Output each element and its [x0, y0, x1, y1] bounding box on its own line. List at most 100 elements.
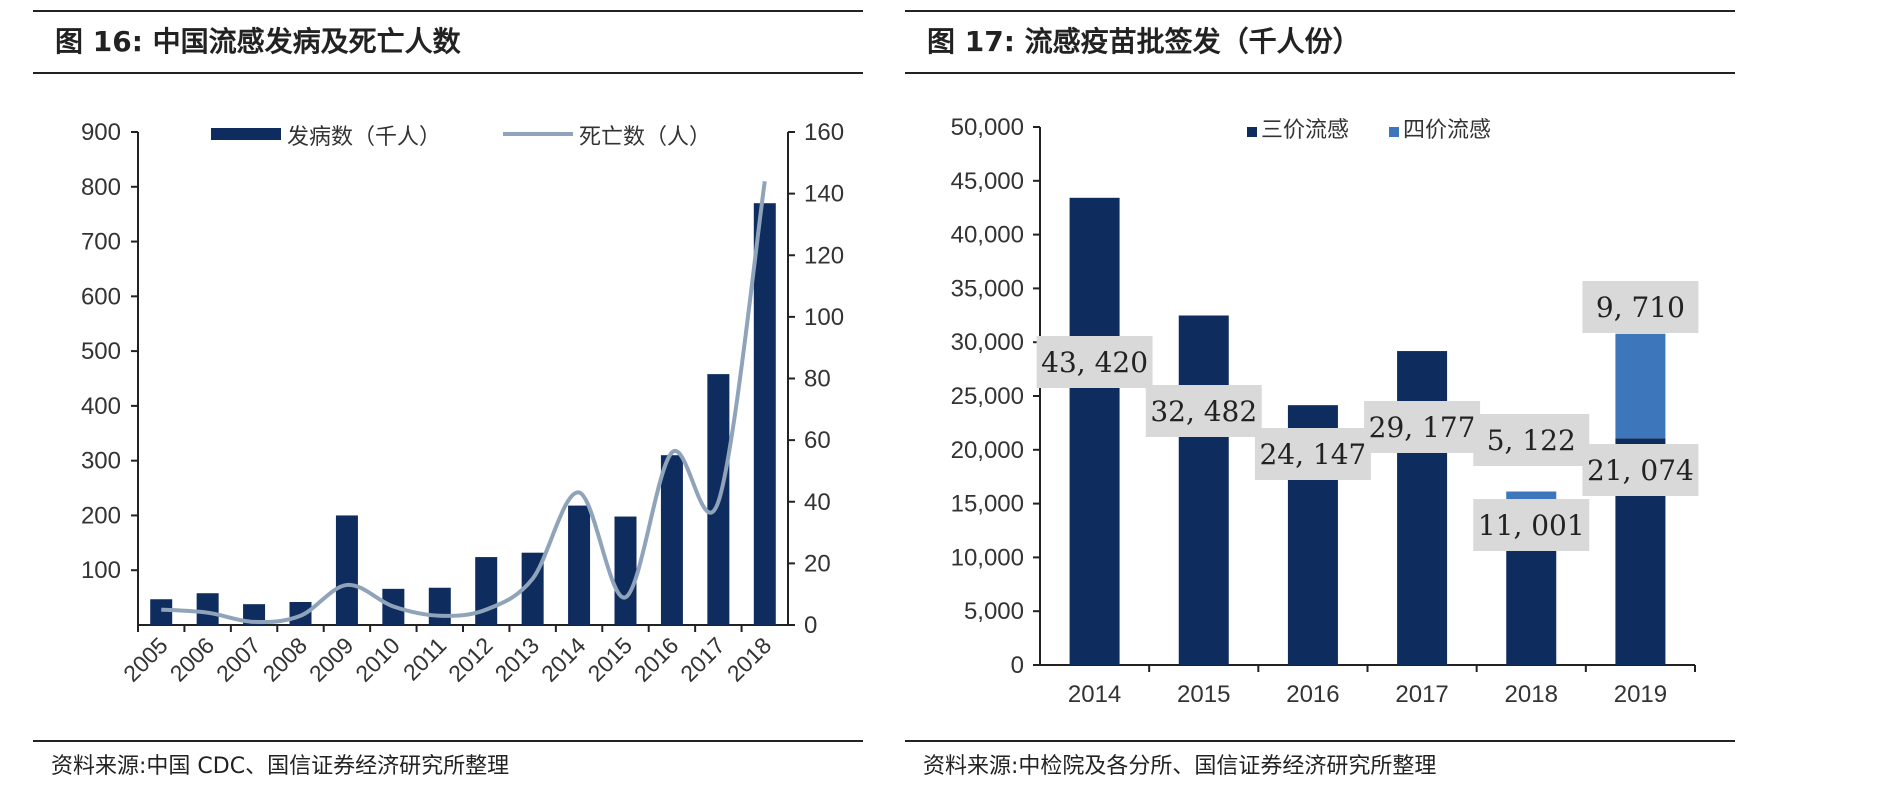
- x-tick-label: 2005: [118, 632, 173, 687]
- data-label: 32, 482: [1150, 395, 1257, 428]
- bar-cases: [335, 515, 358, 625]
- x-tick-label: 2016: [1286, 681, 1339, 708]
- y-tick-label-right: 60: [804, 427, 831, 454]
- bar-trivalent: [1178, 315, 1229, 665]
- bar-cases: [428, 587, 451, 625]
- data-label: 29, 177: [1369, 411, 1476, 444]
- data-label: 24, 147: [1259, 438, 1366, 471]
- y-tick-label-right: 120: [804, 242, 844, 269]
- y-tick-label: 45,000: [951, 168, 1024, 195]
- data-label: 11, 001: [1478, 509, 1585, 542]
- data-label-box: [1036, 336, 1153, 388]
- bar-trivalent: [1397, 351, 1448, 665]
- data-label-box: [1473, 414, 1590, 466]
- legend-label-quadrivalent: 四价流感: [1403, 118, 1491, 143]
- y-tick-label-right: 0: [804, 612, 817, 639]
- y-tick-label-left: 500: [81, 338, 121, 365]
- y-tick-label: 15,000: [951, 491, 1024, 518]
- influenza-cases-deaths-chart: 100 200 300 400 500 600 700 800 900 0 20 40 60 80 100 1…: [81, 119, 844, 687]
- vaccine-lot-release-chart: 0 5,000 10,000 15,000 20,000 25,000 30,000 35,0…: [951, 114, 1699, 708]
- data-label-box: [1254, 428, 1371, 480]
- bar-trivalent: [1506, 546, 1557, 665]
- source-rule: [905, 740, 1735, 742]
- bar-cases: [753, 203, 776, 625]
- y-tick-label-left: 800: [81, 174, 121, 201]
- y-tick-label-right: 40: [804, 489, 831, 516]
- y-tick-label: 5,000: [964, 598, 1024, 625]
- data-label-box: [1582, 444, 1699, 496]
- y-tick-label: 20,000: [951, 437, 1024, 464]
- x-tick-label: 2012: [443, 632, 498, 687]
- x-tick-label: 2006: [165, 632, 220, 687]
- y-tick-label-left: 700: [81, 229, 121, 256]
- x-tick-label: 2013: [490, 632, 545, 687]
- x-tick-label: 2019: [1614, 681, 1667, 708]
- y-tick-label-right: 80: [804, 366, 831, 393]
- legend-swatch-trivalent: [1247, 127, 1257, 137]
- x-tick-label: 2018: [1505, 681, 1558, 708]
- figure-title: 图 17: 流感疫苗批签发（千人份）: [927, 25, 1361, 58]
- figure-17-panel: 图 17: 流感疫苗批签发（千人份） 0 5,000 10,000 15,000 20,…: [905, 0, 1745, 812]
- bar-cases: [475, 557, 498, 625]
- data-label-box: [1364, 401, 1481, 453]
- figure-title: 图 16: 中国流感发病及死亡人数: [55, 25, 461, 58]
- top-rule: [33, 10, 863, 12]
- y-tick-label: 30,000: [951, 329, 1024, 356]
- x-tick-label: 2008: [257, 632, 312, 687]
- x-tick-label: 2014: [1068, 681, 1121, 708]
- bar-cases: [568, 505, 591, 625]
- legend-label-cases: 发病数（千人）: [287, 125, 441, 150]
- data-label-box: [1582, 281, 1699, 333]
- x-tick-label: 2014: [536, 632, 591, 687]
- data-label-box: [1145, 385, 1262, 437]
- y-tick-label-right: 20: [804, 550, 831, 577]
- top-rule: [905, 10, 1735, 12]
- legend-label-trivalent: 三价流感: [1261, 118, 1349, 143]
- y-tick-label-left: 300: [81, 448, 121, 475]
- y-tick-label: 10,000: [951, 544, 1024, 571]
- y-tick-label-left: 400: [81, 393, 121, 420]
- x-tick-label: 2007: [211, 632, 266, 687]
- legend-label-deaths: 死亡数（人）: [579, 125, 711, 150]
- x-tick-label: 2011: [398, 632, 451, 685]
- data-label: 9, 710: [1596, 291, 1685, 324]
- y-tick-label: 0: [1011, 652, 1024, 679]
- bar-cases: [196, 593, 219, 625]
- y-tick-label: 40,000: [951, 222, 1024, 249]
- figure-16-panel: 图 16: 中国流感发病及死亡人数 100 200 300 400 500 600 700 8…: [33, 0, 873, 812]
- x-tick-label: 2015: [1177, 681, 1230, 708]
- x-tick-label: 2010: [350, 632, 405, 687]
- line-deaths: [161, 181, 767, 625]
- bar-quadrivalent: [1615, 333, 1666, 439]
- bar-cases: [660, 455, 683, 625]
- bar-cases: [150, 599, 173, 625]
- y-tick-label-left: 900: [81, 119, 121, 146]
- y-tick-label-left: 100: [81, 557, 121, 584]
- y-tick-label-right: 160: [804, 119, 844, 146]
- x-tick-label: 2015: [582, 632, 637, 687]
- bar-cases: [614, 516, 637, 625]
- x-tick-label: 2016: [629, 632, 684, 687]
- data-label: 21, 074: [1587, 454, 1694, 487]
- source-note: 资料来源:中国 CDC、国信证券经济研究所整理: [51, 754, 510, 779]
- y-tick-label: 35,000: [951, 275, 1024, 302]
- x-tick-label: 2009: [304, 632, 359, 687]
- y-tick-label-right: 140: [804, 181, 844, 208]
- y-tick-label: 25,000: [951, 383, 1024, 410]
- bar-trivalent: [1069, 197, 1120, 666]
- y-tick-label-left: 600: [81, 283, 121, 310]
- source-note: 资料来源:中检院及各分所、国信证券经济研究所整理: [923, 754, 1437, 779]
- source-rule: [33, 740, 863, 742]
- title-rule: [33, 72, 863, 74]
- title-rule: [905, 72, 1735, 74]
- data-label-box: [1473, 499, 1590, 551]
- x-tick-label: 2017: [1395, 681, 1448, 708]
- y-tick-label-left: 200: [81, 502, 121, 529]
- data-label: 5, 122: [1487, 424, 1576, 457]
- data-label: 43, 420: [1041, 346, 1148, 379]
- legend-swatch-cases: [211, 128, 281, 140]
- x-tick-label: 2017: [675, 632, 730, 687]
- x-tick-label: 2018: [722, 632, 777, 687]
- y-tick-label: 50,000: [951, 114, 1024, 141]
- y-tick-label-right: 100: [804, 304, 844, 331]
